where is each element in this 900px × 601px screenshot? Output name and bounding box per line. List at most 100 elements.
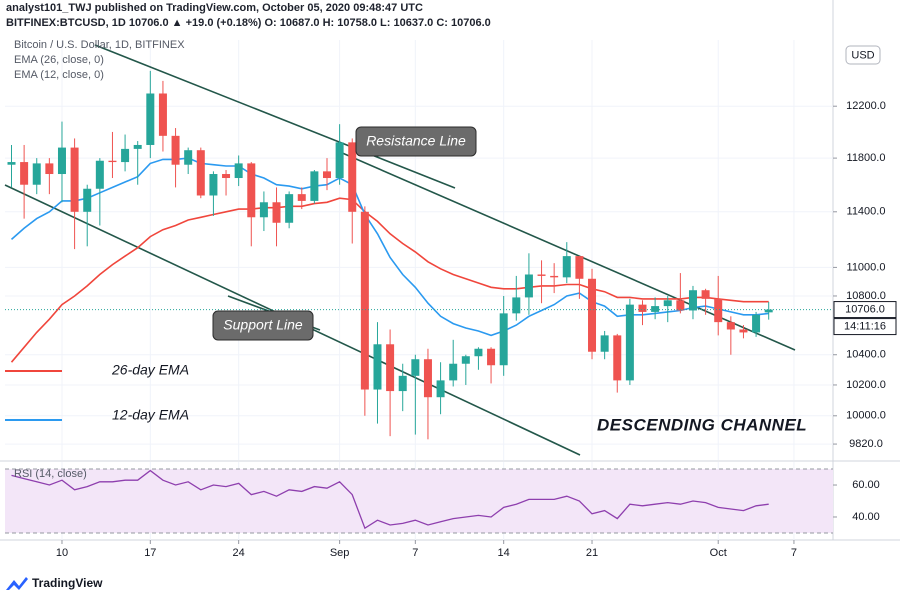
x-tick-label: 10: [56, 547, 68, 559]
candle-body: [297, 194, 306, 201]
candle-body: [449, 363, 458, 381]
candle-body: [638, 304, 647, 312]
candle-body: [196, 150, 205, 196]
candle-body: [335, 142, 344, 179]
candle-body: [613, 335, 622, 381]
y-tick-label: 11000.0: [847, 261, 886, 273]
candle-body: [714, 298, 723, 323]
rsi-pane: 60.00 40.00: [5, 468, 880, 534]
candle-body: [247, 163, 256, 218]
candle-body: [348, 142, 357, 212]
x-tick-label: 21: [586, 547, 598, 559]
rsi-line: [11, 469, 769, 530]
candle-body: [752, 314, 761, 333]
candle-body: [95, 160, 104, 189]
candle-body: [499, 313, 508, 366]
candle-body: [436, 380, 445, 398]
candle-body: [259, 202, 268, 218]
price-label-box: [833, 301, 897, 319]
candle-body: [146, 93, 155, 145]
x-tick-label: 24: [233, 547, 245, 559]
channel-line: [94, 44, 456, 189]
candle-body: [739, 329, 748, 333]
annotation-box: [355, 126, 477, 157]
y-tick-label: 10800.0: [846, 290, 886, 302]
candle-body: [285, 194, 294, 223]
candle-body: [688, 290, 697, 311]
candle-body: [20, 162, 29, 185]
candle-body: [512, 297, 521, 314]
currency[interactable]: USD: [851, 49, 874, 61]
legend-entry: EMA (12, close, 0): [14, 69, 104, 81]
candle-body: [562, 256, 571, 278]
candle-body: [663, 300, 672, 307]
candle-body: [764, 309, 773, 313]
candle-body: [398, 375, 407, 392]
candle-body: [272, 202, 281, 223]
y-tick-label: 10400.0: [846, 349, 886, 361]
candle-body: [32, 163, 41, 185]
candle-body: [171, 135, 180, 165]
x-tick-label: 7: [412, 547, 418, 559]
candle-body: [461, 356, 470, 364]
candle-body: [411, 359, 420, 376]
candle-body: [550, 275, 559, 278]
annotation: 12-day EMA: [112, 407, 189, 423]
header-line: analyst101_TWJ published on TradingView.…: [6, 2, 423, 14]
rsi-band: [5, 469, 833, 533]
footer-brand: TradingView: [32, 576, 103, 590]
candle-body: [651, 306, 660, 312]
y-tick-label: 40.00: [852, 511, 880, 523]
countdown-box: [833, 318, 897, 336]
candle-body: [121, 148, 130, 163]
candle-body: [524, 274, 533, 298]
logo: [6, 577, 28, 590]
candle-body: [537, 274, 546, 276]
annotation: 26-day EMA: [111, 362, 189, 378]
header-line: BITFINEX:BTCUSD, 1D 10706.0 ▲ +19.0 (+0.…: [6, 17, 491, 29]
countdown: 14:11:16: [844, 320, 886, 332]
x-tick-label: 7: [791, 547, 797, 559]
legend-title: Bitcoin / U.S. Dollar, 1D, BITFINEX: [14, 39, 185, 51]
currency-button[interactable]: [845, 45, 881, 65]
candle-body: [373, 344, 382, 390]
candle-body: [83, 188, 92, 212]
candle-body: [487, 348, 496, 366]
candle-body: [360, 211, 369, 390]
candle-body: [57, 147, 66, 175]
candle-body: [222, 174, 231, 179]
candle-body: [108, 160, 117, 163]
x-tick-label: 17: [144, 547, 156, 559]
legend-entry: EMA (26, close, 0): [14, 54, 104, 66]
candle-body: [575, 256, 584, 279]
candle-body: [323, 171, 331, 179]
x-tick-label: 14: [498, 547, 510, 559]
annotation-box: [212, 310, 314, 341]
candle-body: [625, 304, 634, 381]
candle-body: [7, 162, 16, 165]
candle-body: [45, 163, 54, 175]
candle-body: [701, 290, 710, 299]
plot: 10706.0 14:11:16: [5, 70, 897, 440]
x-tick-label: Sep: [330, 547, 350, 559]
y-tick-label: 10200.0: [846, 379, 886, 391]
y-tick-label: 10000.0: [846, 410, 886, 422]
candle-body: [184, 150, 193, 165]
candle-body: [423, 359, 432, 398]
candle-body: [310, 171, 319, 201]
annotation: Resistance Line: [366, 133, 466, 149]
candle-body: [133, 144, 142, 149]
candle-body: [386, 344, 395, 392]
annotation: DESCENDING CHANNEL: [597, 415, 807, 434]
candle-body: [726, 322, 735, 330]
candle-body: [209, 174, 218, 196]
candle-body: [474, 348, 483, 357]
y-tick-label: 9820.0: [849, 438, 883, 450]
ema-line: [10, 197, 769, 363]
y-tick-label: 12200.0: [846, 100, 886, 112]
y-tick-label: 11800.0: [847, 152, 886, 164]
candle-body: [588, 278, 597, 352]
price-label: 10706.0: [845, 303, 885, 315]
